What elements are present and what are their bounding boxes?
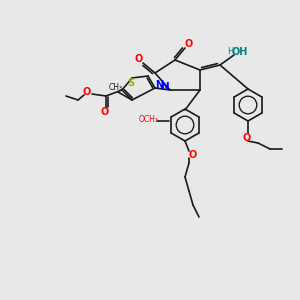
Text: N: N — [155, 80, 163, 90]
Text: OCH₃: OCH₃ — [139, 115, 159, 124]
Text: N: N — [160, 82, 169, 92]
Text: O: O — [189, 150, 197, 160]
Text: O: O — [135, 54, 143, 64]
Text: H: H — [227, 47, 233, 56]
Text: O: O — [83, 87, 91, 97]
Text: CH₃: CH₃ — [109, 82, 123, 91]
Text: O: O — [243, 133, 251, 143]
Text: S: S — [128, 78, 135, 88]
Text: OH: OH — [232, 47, 248, 57]
Text: O: O — [101, 107, 109, 117]
Text: O: O — [185, 39, 193, 49]
